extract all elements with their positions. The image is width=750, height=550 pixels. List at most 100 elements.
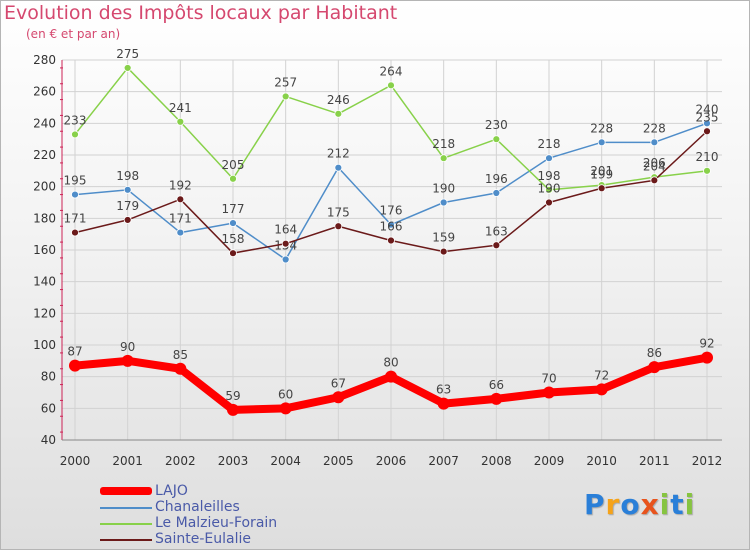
data-point bbox=[123, 216, 132, 224]
data-label: 60 bbox=[278, 387, 293, 401]
data-label: 163 bbox=[485, 224, 508, 238]
data-point bbox=[437, 397, 450, 410]
data-point bbox=[439, 198, 448, 207]
data-point bbox=[492, 135, 501, 144]
data-point bbox=[545, 198, 553, 207]
legend-swatch-sainte-eulalie bbox=[100, 539, 152, 541]
x-tick-label: 2006 bbox=[376, 454, 407, 468]
data-label: 158 bbox=[222, 232, 245, 246]
data-label: 206 bbox=[643, 156, 666, 170]
data-label: 92 bbox=[699, 337, 714, 351]
data-point bbox=[703, 127, 711, 136]
data-label: 159 bbox=[432, 231, 455, 245]
data-point bbox=[174, 362, 187, 375]
data-label: 198 bbox=[538, 169, 561, 183]
data-point bbox=[545, 185, 553, 194]
data-label: 192 bbox=[169, 178, 192, 192]
data-label: 190 bbox=[432, 182, 455, 196]
data-label: 80 bbox=[383, 356, 398, 370]
data-label: 199 bbox=[590, 167, 613, 181]
legend-swatch-le-malzieu-forain bbox=[100, 523, 152, 525]
y-tick-label: 280 bbox=[33, 53, 56, 67]
data-point bbox=[229, 249, 237, 258]
x-tick-label: 2005 bbox=[323, 454, 354, 468]
y-tick-label: 220 bbox=[33, 148, 56, 162]
y-tick-label: 100 bbox=[33, 338, 56, 352]
data-label: 240 bbox=[696, 102, 719, 116]
data-point bbox=[176, 195, 185, 204]
data-point bbox=[121, 354, 134, 367]
data-label: 218 bbox=[432, 137, 455, 151]
x-tick-label: 2002 bbox=[165, 454, 196, 468]
logo-letter: i bbox=[684, 488, 696, 521]
y-tick-label: 120 bbox=[33, 306, 56, 320]
x-tick-label: 2010 bbox=[586, 454, 617, 468]
chart-subtitle: (en € et par an) bbox=[26, 27, 121, 41]
data-point bbox=[281, 92, 290, 101]
data-label: 176 bbox=[380, 204, 403, 218]
data-point bbox=[279, 402, 292, 415]
data-point bbox=[71, 130, 79, 139]
data-point bbox=[385, 370, 397, 383]
data-label: 205 bbox=[222, 158, 245, 172]
legend-label-sainte-eulalie: Sainte-Eulalie bbox=[155, 531, 251, 547]
data-label: 257 bbox=[274, 75, 297, 89]
data-point bbox=[281, 255, 290, 264]
data-label: 85 bbox=[173, 348, 188, 362]
data-label: 204 bbox=[643, 159, 666, 173]
data-label: 228 bbox=[643, 121, 666, 135]
y-tick-label: 180 bbox=[33, 211, 56, 225]
data-label: 177 bbox=[222, 202, 245, 216]
data-label: 59 bbox=[225, 389, 240, 403]
logo-letter: t bbox=[670, 488, 685, 521]
y-tick-label: 260 bbox=[33, 85, 56, 99]
data-point bbox=[334, 163, 343, 172]
y-tick-label: 40 bbox=[41, 433, 56, 447]
data-label: 275 bbox=[116, 47, 139, 61]
data-point bbox=[595, 383, 608, 396]
data-label: 201 bbox=[590, 164, 613, 178]
x-tick-label: 2001 bbox=[112, 454, 143, 468]
x-tick-label: 2003 bbox=[218, 454, 249, 468]
data-label: 212 bbox=[327, 147, 350, 161]
data-label: 228 bbox=[590, 121, 613, 135]
data-point bbox=[123, 185, 132, 194]
data-point bbox=[69, 359, 81, 372]
data-label: 230 bbox=[485, 118, 508, 132]
data-label: 70 bbox=[541, 372, 556, 386]
data-point bbox=[387, 81, 395, 90]
data-point bbox=[703, 119, 711, 128]
legend-label-lajo: LAJO bbox=[155, 483, 188, 499]
data-point bbox=[332, 391, 345, 404]
proxiti-logo: Proxiti bbox=[584, 488, 695, 521]
data-label: 67 bbox=[331, 376, 346, 390]
data-point bbox=[176, 117, 185, 126]
data-point bbox=[281, 239, 290, 248]
data-point bbox=[334, 109, 343, 118]
data-point bbox=[492, 189, 501, 197]
data-label: 90 bbox=[120, 340, 135, 354]
data-label: 198 bbox=[116, 169, 139, 183]
data-point bbox=[123, 64, 132, 72]
y-tick-label: 200 bbox=[33, 180, 56, 194]
data-label: 241 bbox=[169, 101, 192, 115]
chart-title: Evolution des Impôts locaux par Habitant bbox=[4, 2, 398, 24]
data-label: 86 bbox=[647, 346, 662, 360]
data-point bbox=[543, 386, 555, 399]
logo-letter: r bbox=[605, 488, 621, 521]
y-tick-label: 160 bbox=[33, 243, 56, 257]
x-tick-label: 2007 bbox=[428, 454, 459, 468]
data-label: 63 bbox=[436, 383, 451, 397]
data-label: 218 bbox=[538, 137, 561, 151]
data-label: 179 bbox=[116, 199, 139, 213]
data-label: 196 bbox=[485, 172, 508, 186]
data-label: 233 bbox=[64, 113, 87, 127]
logo-letter: i bbox=[659, 488, 671, 521]
x-tick-label: 2004 bbox=[270, 454, 301, 468]
data-label: 235 bbox=[696, 110, 719, 124]
y-tick-label: 80 bbox=[41, 370, 56, 384]
data-label: 87 bbox=[67, 345, 82, 359]
data-label: 264 bbox=[380, 64, 403, 78]
data-label: 175 bbox=[327, 205, 350, 219]
